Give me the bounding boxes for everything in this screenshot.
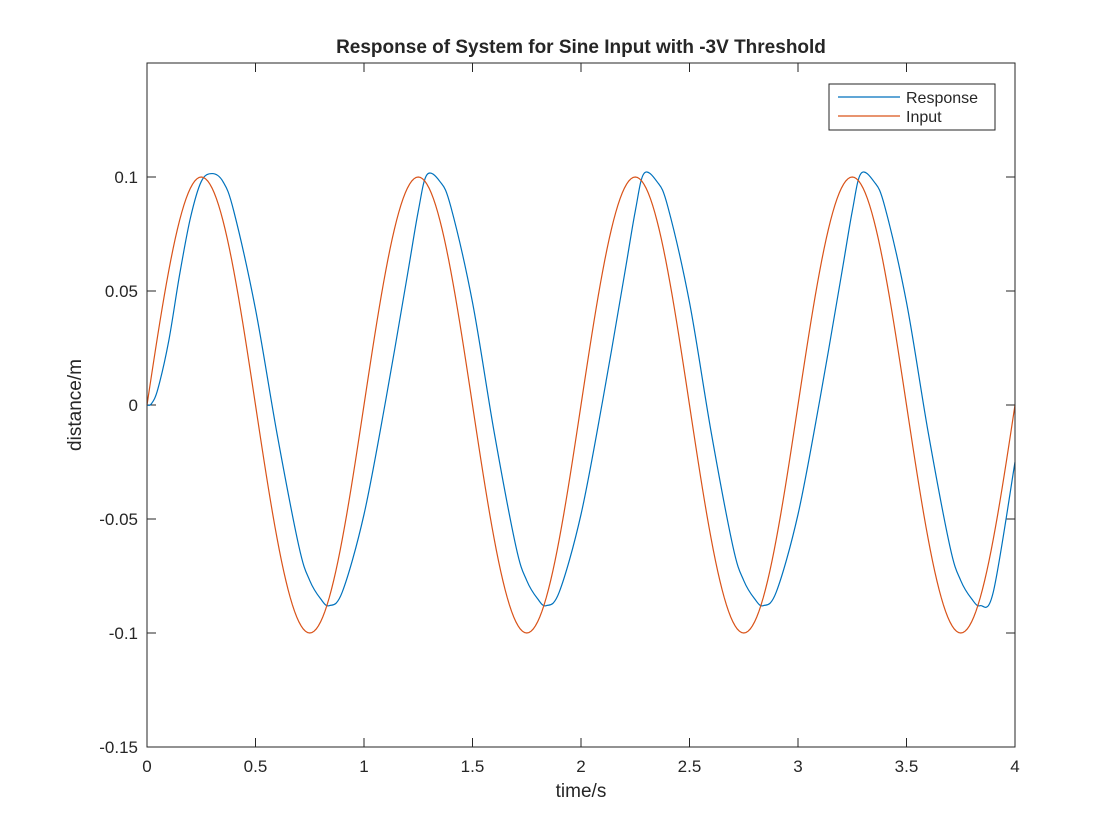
x-tick-label: 0.5 [244, 757, 268, 776]
legend-box [828, 83, 996, 131]
x-axis-ticks: 0 0.5 1 1.5 2 2.5 3 3.5 4 [142, 63, 1020, 776]
plot-frame [146, 62, 1016, 748]
y-tick-label: -0.15 [99, 738, 138, 757]
y-axis-label: distance/m [65, 359, 86, 451]
x-tick-label: 1 [359, 757, 368, 776]
y-tick-label: -0.05 [99, 510, 138, 529]
legend-label-response: Response [906, 90, 978, 107]
x-tick-label: 4 [1010, 757, 1019, 776]
y-tick-label: -0.1 [109, 624, 138, 643]
legend-label-input: Input [906, 109, 942, 126]
chart-title: Response of System for Sine Input with -… [336, 37, 826, 58]
x-tick-label: 3 [793, 757, 802, 776]
x-tick-label: 2 [576, 757, 585, 776]
x-tick-label: 2.5 [678, 757, 702, 776]
y-tick-label: 0.05 [105, 282, 138, 301]
series-line-response [146, 171, 1016, 608]
x-tick-label: 1.5 [461, 757, 485, 776]
series-layer [146, 171, 1016, 634]
y-axis-ticks: -0.15 -0.1 -0.05 0 0.05 0.1 [99, 168, 1015, 757]
series-line-input [146, 176, 1016, 634]
y-tick-label: 0 [129, 396, 138, 415]
x-axis-label: time/s [556, 781, 607, 802]
legend: Response Input [828, 83, 996, 131]
x-tick-label: 3.5 [895, 757, 919, 776]
x-tick-label: 0 [142, 757, 151, 776]
y-tick-label: 0.1 [114, 168, 138, 187]
